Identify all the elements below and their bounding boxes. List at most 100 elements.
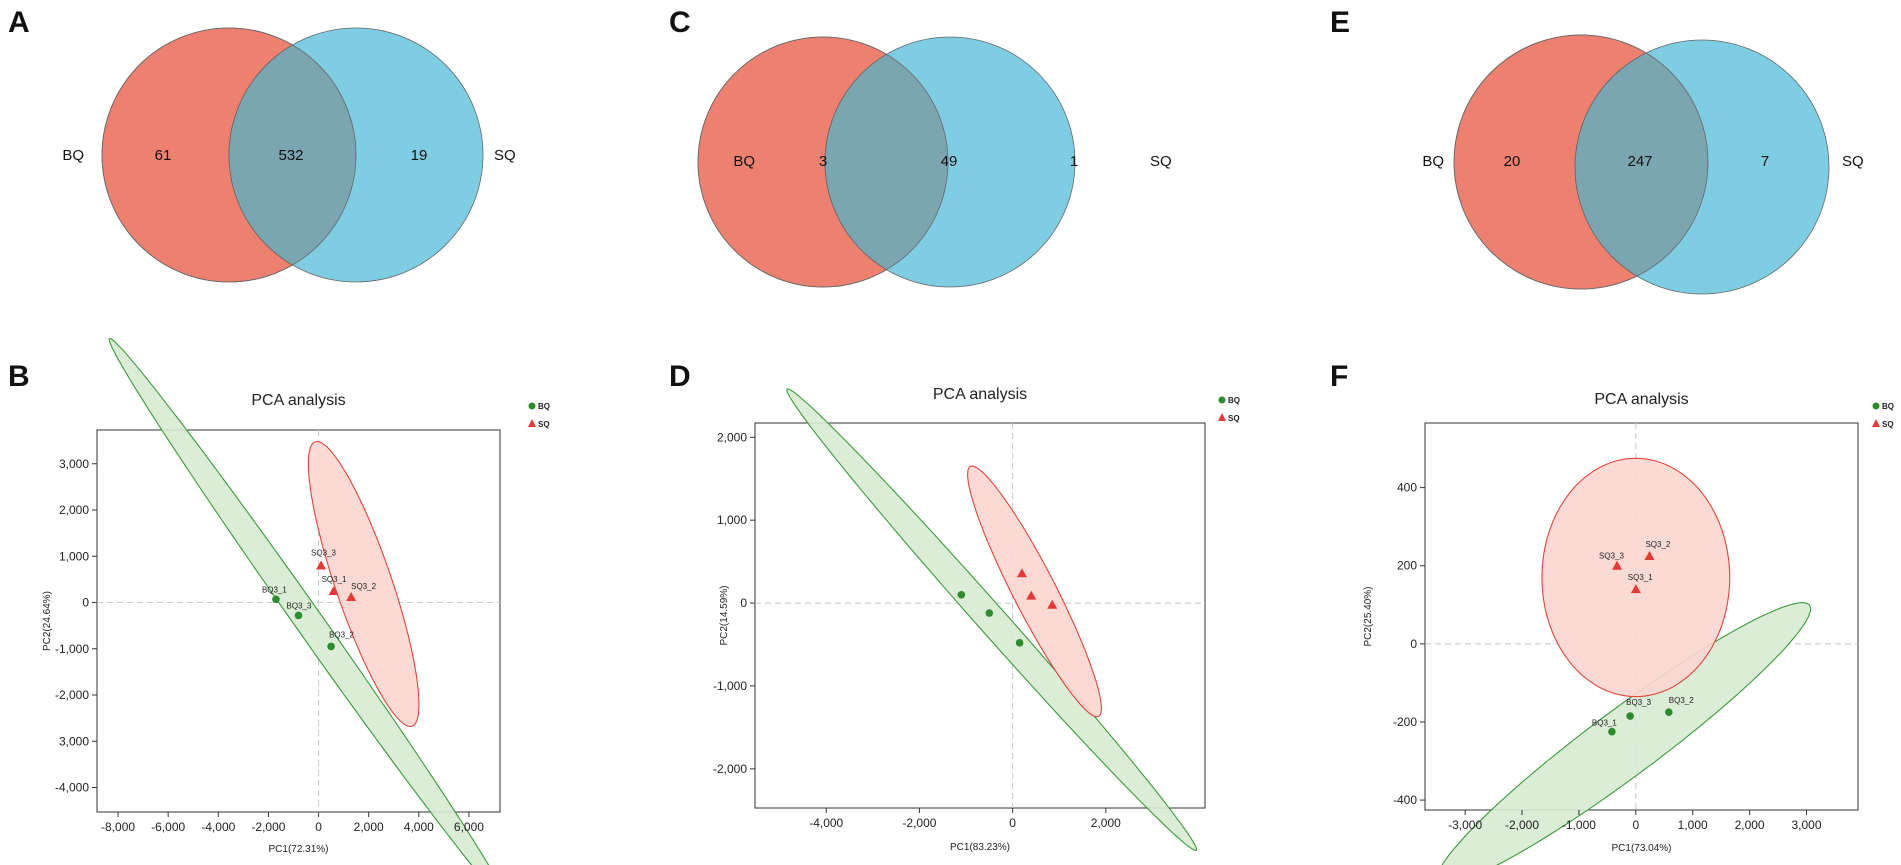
venn-e-sq-label: SQ — [1842, 153, 1864, 170]
venn-a: BQ SQ 61 532 19 — [62, 27, 516, 283]
legend-label-sq-b: SQ — [538, 420, 550, 429]
venn-a-bq-label: BQ — [62, 147, 84, 164]
point-label-f: BQ3_1 — [1592, 719, 1617, 728]
venn-e: BQ SQ 20 247 7 — [1422, 34, 1864, 295]
venn-e-bq-label: BQ — [1422, 153, 1444, 170]
venn-c-sq-label: SQ — [1150, 153, 1172, 170]
point-label-f: SQ3_2 — [1645, 540, 1670, 549]
x-tick-label-f: 2,000 — [1735, 818, 1765, 832]
chart-title-f: PCA analysis — [1594, 391, 1688, 408]
data-point-sq-d — [1016, 568, 1027, 578]
point-label-b: SQ3_2 — [351, 582, 376, 591]
legend-label-sq-d: SQ — [1228, 414, 1240, 423]
point-label-b: BQ3_3 — [287, 601, 312, 610]
venn-a-bq-count: 61 — [155, 147, 172, 164]
data-point-bq-d — [957, 590, 966, 599]
point-label-b: SQ3_3 — [311, 549, 336, 558]
data-point-bq-d — [985, 609, 994, 617]
legend-marker-sq-d — [1218, 413, 1226, 421]
point-label-b: SQ3_1 — [322, 575, 347, 584]
y-tick-label-d: 1,000 — [717, 513, 747, 527]
data-point-bq-f — [1608, 727, 1616, 736]
venn-e-sq-count: 7 — [1761, 153, 1769, 170]
y-tick-label-b: 3,000 — [59, 734, 89, 748]
data-point-bq-d — [1015, 639, 1024, 647]
venn-c-bq-count: 3 — [819, 153, 827, 170]
legend-marker-bq-d — [1218, 396, 1226, 404]
data-point-bq-f — [1626, 712, 1634, 720]
confidence-ellipse-sq-d — [967, 465, 1102, 718]
x-tick-label-b: -4,000 — [201, 820, 235, 834]
x-tick-label-b: 0 — [315, 820, 322, 834]
panel-letter-c: C — [669, 6, 691, 39]
data-point-bq-f — [1665, 708, 1673, 717]
confidence-ellipse-sq-f — [1541, 457, 1731, 698]
x-tick-label-d: 2,000 — [1091, 816, 1121, 830]
y-tick-label-b: 0 — [82, 596, 89, 610]
x-tick-label-b: 2,000 — [354, 820, 384, 834]
point-label-b: BQ3_2 — [329, 630, 354, 639]
x-axis-title-b: PC1(72.31%) — [268, 844, 328, 855]
y-axis-title-f: PC2(25.40%) — [1363, 586, 1374, 646]
x-tick-label-d: -4,000 — [809, 816, 843, 830]
x-tick-label-b: -6,000 — [151, 820, 185, 834]
y-tick-label-b: -1,000 — [55, 642, 89, 656]
data-point-bq-b — [272, 595, 280, 604]
confidence-ellipse-bq-d — [786, 388, 1198, 852]
pca-chart-f: -3,000 -2,000 -1,000 0 1,000 2,000 3,000 400 200… — [1363, 391, 1894, 865]
legend-label-bq-b: BQ — [538, 402, 550, 411]
x-axis-title-d: PC1(83.23%) — [950, 842, 1010, 853]
confidence-ellipse-bq-f — [1441, 602, 1812, 865]
data-point-bq-b — [327, 642, 335, 651]
panel-letter-b: B — [8, 360, 30, 393]
x-tick-label-f: -1,000 — [1562, 818, 1596, 832]
data-point-sq-f — [1630, 584, 1641, 594]
data-point-bq-b — [294, 611, 303, 620]
chart-title-b: PCA analysis — [251, 392, 345, 409]
venn-a-sq-label: SQ — [494, 147, 516, 164]
x-tick-label-f: 1,000 — [1678, 818, 1708, 832]
venn-c: BQ SQ 3 49 1 — [697, 36, 1172, 288]
point-label-b: BQ3_1 — [262, 585, 287, 594]
x-tick-label-f: -3,000 — [1448, 818, 1482, 832]
y-tick-label-d: 0 — [740, 596, 747, 610]
x-tick-label-d: 0 — [1009, 816, 1016, 830]
venn-c-overlap — [824, 37, 948, 287]
legend-label-bq-f: BQ — [1882, 402, 1894, 411]
confidence-ellipse-sq-b — [307, 440, 420, 728]
x-tick-label-b: 4,000 — [404, 820, 434, 834]
data-point-sq-b — [316, 560, 327, 570]
data-point-sq-f — [1644, 550, 1655, 560]
plot-frame-d — [754, 422, 1206, 809]
plot-frame-f — [1424, 422, 1859, 811]
venn-c-sq-count: 1 — [1070, 153, 1078, 170]
x-tick-label-b: 6,000 — [454, 820, 484, 834]
y-tick-label-d: 2,000 — [717, 430, 747, 444]
pca-chart-b: -8,000 -6,000 -4,000 -2,000 0 2,000 4,000 6,000… — [42, 337, 550, 865]
y-tick-label-d: -2,000 — [713, 762, 747, 776]
legend-label-bq-d: BQ — [1228, 396, 1240, 405]
plot-frame-b — [96, 429, 501, 813]
y-tick-label-b: 1,000 — [59, 549, 89, 563]
venn-a-overlap-count: 532 — [278, 147, 303, 164]
venn-a-overlap — [228, 28, 356, 282]
data-point-sq-b — [328, 585, 339, 595]
y-tick-label-d: -1,000 — [713, 679, 747, 693]
venn-a-sq-count: 19 — [411, 147, 428, 164]
legend-marker-bq-f — [1872, 402, 1880, 410]
y-tick-label-f: 400 — [1397, 481, 1417, 495]
y-tick-label-b: 3,000 — [59, 457, 89, 471]
y-tick-label-f: -200 — [1393, 715, 1417, 729]
y-tick-label-b: -2,000 — [55, 688, 89, 702]
point-label-f: BQ3_3 — [1626, 698, 1651, 707]
y-tick-label-f: 200 — [1397, 559, 1417, 573]
y-tick-label-f: 0 — [1410, 637, 1417, 651]
venn-e-overlap-count: 247 — [1627, 153, 1652, 170]
panel-letter-f: F — [1330, 360, 1348, 393]
y-tick-label-f: -400 — [1393, 793, 1417, 807]
legend-label-sq-f: SQ — [1882, 420, 1894, 429]
point-label-f: SQ3_1 — [1628, 573, 1653, 582]
panel-letter-d: D — [669, 360, 691, 393]
x-tick-label-f: -2,000 — [1505, 818, 1539, 832]
